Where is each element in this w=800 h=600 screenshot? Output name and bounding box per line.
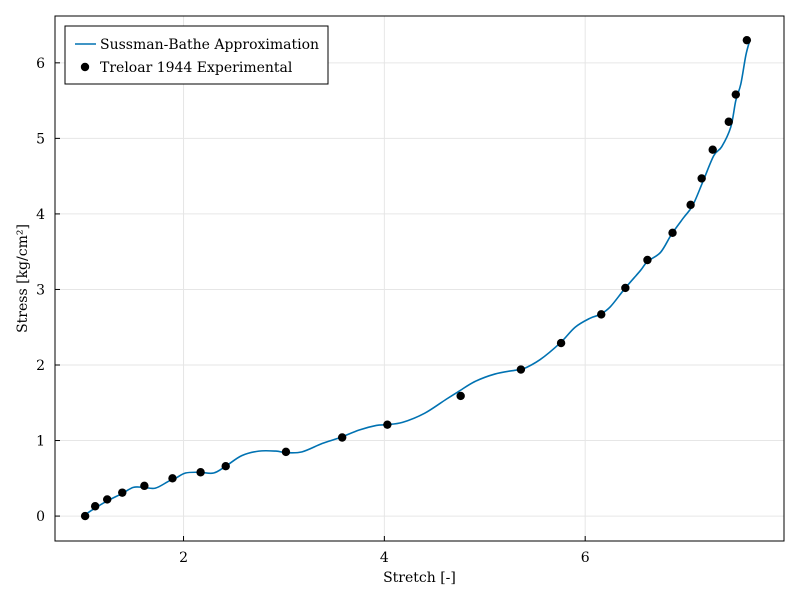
experimental-point	[516, 365, 526, 374]
x-tick-label: 6	[581, 550, 590, 566]
experimental-point	[90, 502, 100, 511]
experimental-point	[383, 420, 392, 429]
experimental-point	[140, 481, 149, 491]
y-tick-label: 6	[36, 56, 45, 72]
x-tick-label: 2	[179, 550, 188, 566]
legend-entry-experimental: Treloar 1944 Experimental	[100, 60, 293, 76]
experimental-point	[337, 433, 347, 442]
y-tick-label: 5	[36, 131, 45, 147]
experimental-point	[597, 310, 606, 319]
axis-ticks: 2 4 6 0 1 2 3 4 5 6	[36, 56, 590, 566]
legend: Sussman-Bathe Approximation Treloar 1944…	[64, 25, 329, 85]
experimental-point	[103, 495, 112, 504]
legend-marker-swatch	[80, 62, 90, 72]
experimental-point	[708, 145, 717, 154]
y-tick-label: 4	[36, 207, 45, 223]
experimental-point	[80, 511, 90, 521]
experimental-point	[724, 117, 733, 126]
plot-frame	[54, 15, 785, 542]
experimental-point	[556, 338, 566, 348]
experimental-point	[697, 174, 706, 183]
experimental-point	[281, 447, 291, 457]
x-tick-label: 4	[380, 550, 389, 566]
approximation-line	[82, 39, 751, 517]
series-layer	[80, 35, 752, 521]
y-tick-label: 2	[36, 358, 45, 374]
grid-lines	[55, 16, 784, 541]
experimental-point	[221, 462, 230, 471]
experimental-point	[668, 228, 677, 237]
experimental-point	[456, 391, 465, 401]
experimental-point	[168, 474, 177, 483]
experimental-point	[731, 90, 741, 99]
experimental-point	[686, 200, 695, 210]
y-axis-label: Stress [kg/cm²]	[15, 224, 31, 333]
y-tick-label: 3	[36, 282, 45, 298]
experimental-point	[742, 35, 752, 45]
y-tick-label: 1	[36, 434, 45, 450]
x-axis-label: Stretch [-]	[383, 570, 456, 586]
legend-box	[64, 25, 329, 85]
y-tick-label: 0	[36, 509, 45, 525]
experimental-point	[118, 488, 127, 497]
experimental-point	[196, 468, 205, 477]
experimental-point	[621, 283, 630, 293]
legend-entry-approximation: Sussman-Bathe Approximation	[100, 37, 319, 53]
experimental-point	[643, 255, 652, 265]
